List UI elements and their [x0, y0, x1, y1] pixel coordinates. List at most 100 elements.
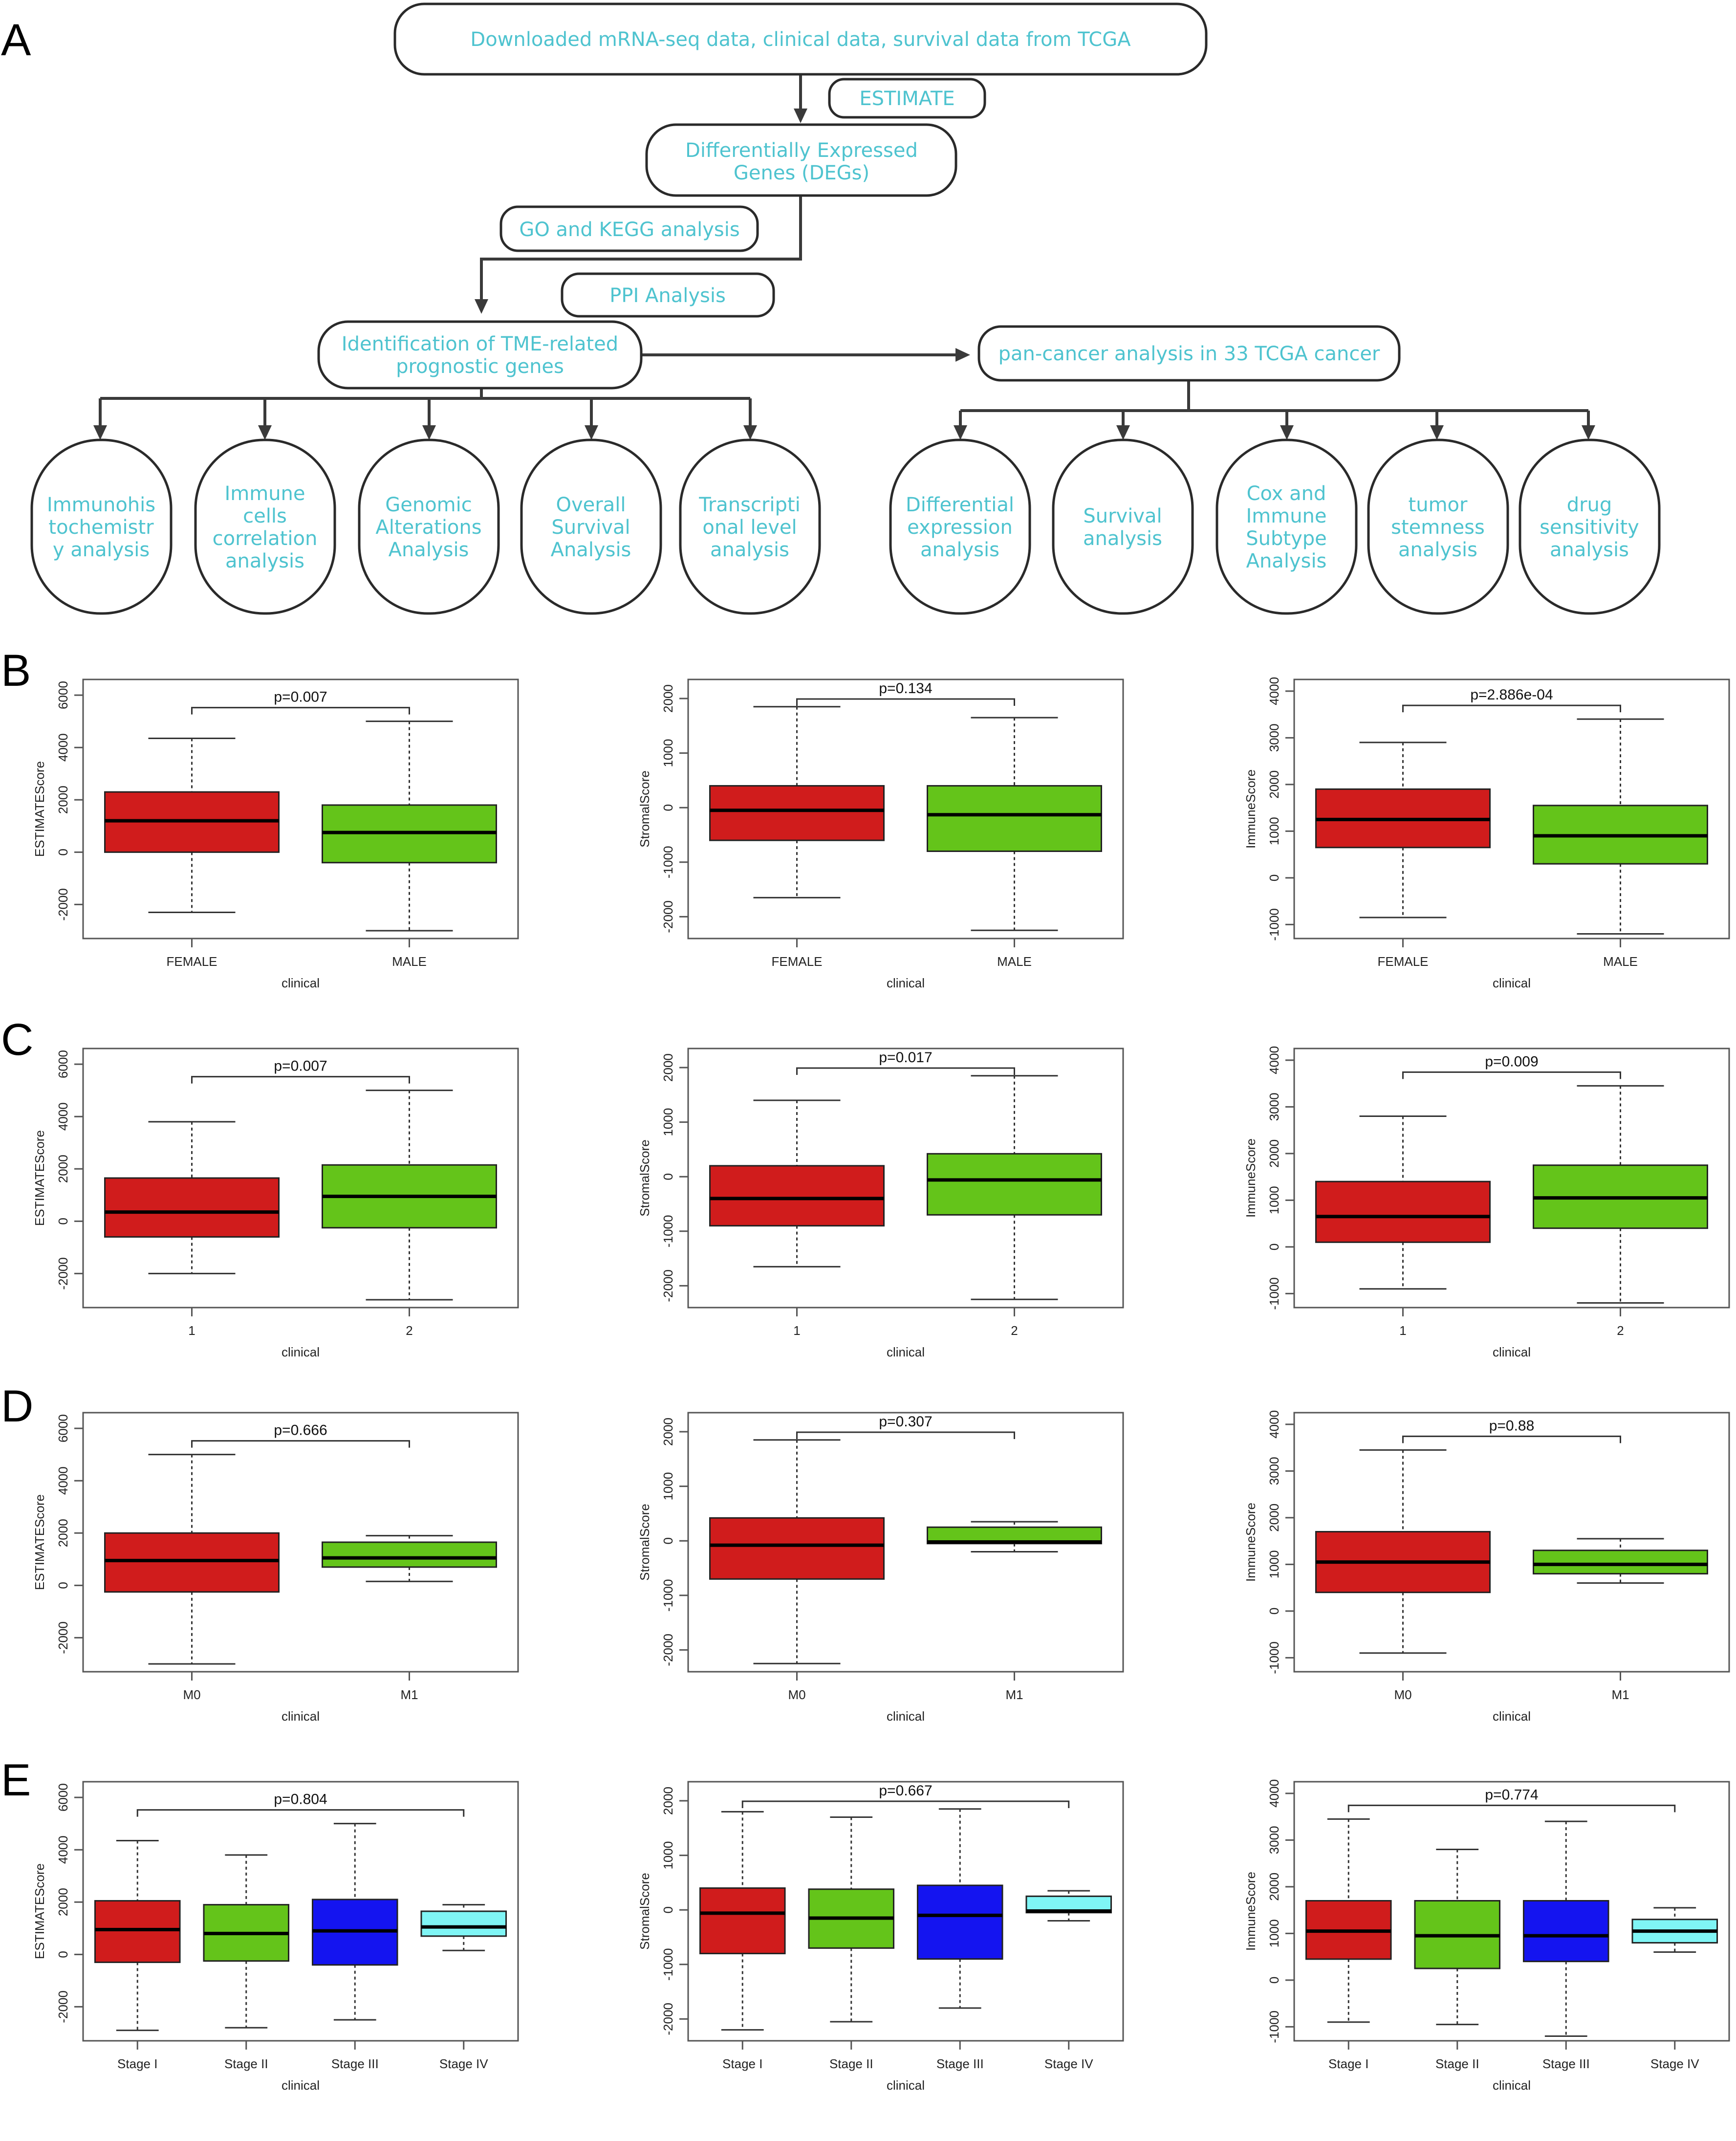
- y-axis-label: StromalScore: [637, 1139, 652, 1217]
- box-estimate: [828, 78, 986, 119]
- y-axis-label: ImmuneScore: [1243, 1138, 1258, 1218]
- x-axis-label: clinical: [282, 2078, 320, 2093]
- right-leaf-4-text-line-2: stemness: [1391, 516, 1485, 539]
- box-4: [420, 1904, 507, 1951]
- y-tick-label: -1000: [1267, 908, 1281, 941]
- box-1: [104, 1121, 280, 1274]
- x-tick-label: Stage II: [224, 2056, 268, 2071]
- right-leaf-5-text-line-1: drug: [1567, 494, 1612, 516]
- box-body: [94, 1900, 181, 1963]
- p-value-label: p=0.307: [879, 1414, 932, 1430]
- leaf-transcriptional: [679, 438, 821, 615]
- y-tick-label: 3000: [1267, 723, 1281, 752]
- y-tick-label: -2000: [661, 2003, 675, 2035]
- plot-frame: [687, 1781, 1124, 2042]
- right-leaf-3-text-line-2: Immune: [1246, 505, 1326, 527]
- box-body: [916, 1884, 1003, 1960]
- box-2: [1414, 1848, 1501, 2026]
- x-axis-label: clinical: [887, 1345, 925, 1359]
- leaf-cox: [1215, 438, 1358, 615]
- y-tick-label: -1000: [661, 846, 675, 879]
- box-4: [1025, 1890, 1112, 1922]
- box-1: [1315, 742, 1491, 918]
- y-axis-label: ESTIMATEScore: [32, 1130, 47, 1226]
- left-leaf-2-text-line-3: correlation: [213, 527, 318, 550]
- x-tick-label: FEMALE: [166, 954, 217, 969]
- box-2: [1533, 1538, 1708, 1584]
- x-tick-label: MALE: [1603, 954, 1638, 969]
- y-tick-label: 1000: [661, 1108, 675, 1136]
- y-tick-label: 0: [1267, 1608, 1281, 1615]
- y-axis-label: ESTIMATEScore: [32, 761, 47, 857]
- plot-frame: [687, 1048, 1124, 1309]
- p-value-label: p=0.007: [274, 1058, 327, 1074]
- box-degs-text-line-1: Differentially Expressed: [685, 139, 918, 162]
- significance-bracket: [1402, 704, 1621, 713]
- box-go-kegg: [499, 205, 759, 252]
- y-tick-label: 1000: [1267, 1186, 1281, 1214]
- y-tick-label: 2000: [1267, 1873, 1281, 1901]
- left-leaf-3-text-line-3: Analysis: [389, 539, 469, 561]
- x-axis-label: clinical: [1493, 1709, 1531, 1724]
- y-tick-label: 2000: [56, 786, 70, 814]
- x-tick-label: M0: [1394, 1687, 1411, 1702]
- box-ppi-text-line-1: PPI Analysis: [609, 284, 726, 307]
- box-tme-text-line-1: Identification of TME-related: [342, 333, 618, 355]
- box-body: [709, 785, 885, 841]
- y-tick-label: -2000: [56, 1257, 70, 1290]
- plot-frame: [687, 678, 1124, 939]
- right-leaf-3-text-line-4: Analysis: [1246, 550, 1327, 572]
- right-leaf-1-text-line-3: analysis: [920, 539, 999, 561]
- y-tick-label: 0: [1267, 1244, 1281, 1250]
- y-axis-label: ImmuneScore: [1243, 1503, 1258, 1582]
- y-tick-label: 6000: [56, 1783, 70, 1812]
- left-leaf-3-text-line-2: Alterations: [375, 516, 481, 539]
- left-leaf-1-text-line-2: tochemistr: [48, 516, 154, 539]
- p-value-label: p=0.017: [879, 1049, 932, 1066]
- y-tick-label: 0: [56, 849, 70, 855]
- y-tick-label: 1000: [1267, 817, 1281, 845]
- panel-label-b: B: [1, 646, 31, 696]
- x-tick-label: 1: [793, 1323, 800, 1338]
- box-1: [699, 1811, 786, 2031]
- x-axis-label: clinical: [1493, 1345, 1531, 1359]
- x-tick-label: M0: [788, 1687, 805, 1702]
- plot-frame: [82, 1781, 519, 2042]
- y-tick-label: 0: [661, 1906, 675, 1913]
- y-tick-label: 0: [56, 1951, 70, 1958]
- right-leaf-4-text-line-1: tumor: [1409, 494, 1468, 516]
- y-tick-label: 0: [661, 804, 675, 811]
- box-body: [322, 1541, 497, 1568]
- y-tick-label: 3000: [1267, 1826, 1281, 1854]
- right-leaf-3-text-line-3: Subtype: [1246, 527, 1327, 550]
- boxplot-e-immunescore: -1000 0 1000 2000 3000 4000 ImmuneScore Stage I…: [1211, 1770, 1736, 2141]
- left-leaf-5-text-line-3: analysis: [710, 539, 789, 561]
- significance-bracket: [1402, 1435, 1621, 1443]
- y-tick-label: 1000: [661, 1472, 675, 1501]
- plot-frame: [1293, 1048, 1730, 1309]
- y-tick-label: 2000: [1267, 1504, 1281, 1532]
- x-tick-label: M1: [400, 1687, 418, 1702]
- panel-label-c: C: [1, 1015, 34, 1065]
- y-tick-label: 0: [1267, 874, 1281, 881]
- boxplot-d-immunescore: -1000 0 1000 2000 3000 4000 ImmuneScore M0 M1 cli…: [1211, 1400, 1736, 1772]
- p-value-label: p=0.774: [1485, 1787, 1538, 1803]
- right-leaf-5-text-line-3: analysis: [1550, 539, 1629, 561]
- x-tick-label: 2: [406, 1323, 412, 1338]
- box-2: [927, 717, 1102, 931]
- box-1: [1315, 1115, 1491, 1290]
- y-tick-label: 6000: [56, 681, 70, 709]
- left-leaf-2-text-line-2: cells: [243, 505, 287, 527]
- right-leaf-1-text-line-1: Differential: [906, 494, 1014, 516]
- x-axis-label: clinical: [1493, 976, 1531, 990]
- x-tick-label: Stage II: [1435, 2056, 1479, 2071]
- workflow-flowchart: Downloaded mRNA-seq data, clinical data,…: [30, 2, 1661, 615]
- y-tick-label: 2000: [56, 1519, 70, 1547]
- x-axis-label: clinical: [887, 1709, 925, 1724]
- plot-frame: [1293, 678, 1730, 939]
- y-tick-label: 2000: [661, 1053, 675, 1082]
- boxplot-e-estimatescore: -2000 0 2000 4000 6000 ESTIMATEScore Stage I St…: [0, 1770, 579, 2141]
- y-tick-label: 0: [661, 1173, 675, 1180]
- right-leaf-1-text-line-2: expression: [907, 516, 1013, 539]
- y-tick-label: 1000: [1267, 1550, 1281, 1578]
